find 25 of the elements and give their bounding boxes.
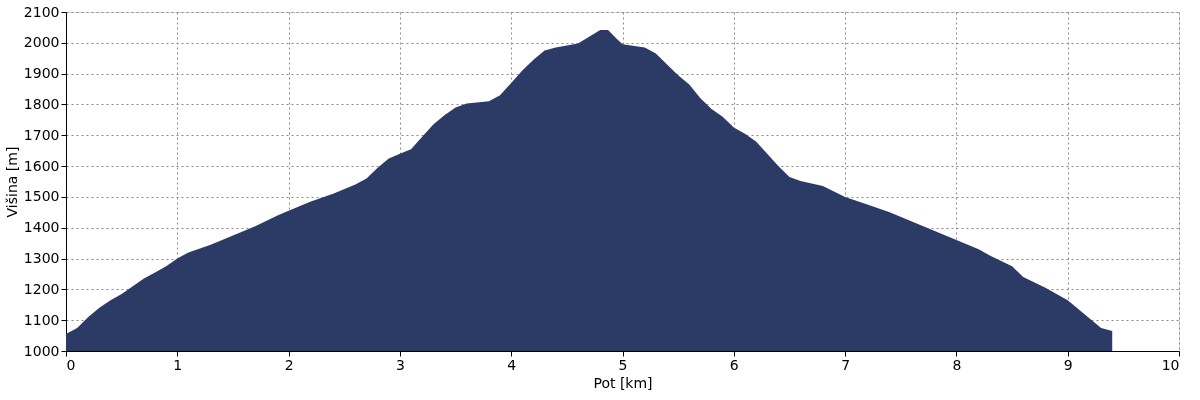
- x-tick-label: 9: [1063, 356, 1073, 373]
- x-tick-label: 7: [841, 356, 851, 373]
- x-tick-label: 1: [173, 356, 183, 373]
- x-tick-label: 3: [395, 356, 405, 373]
- x-tick-label: 0: [66, 356, 76, 373]
- y-axis-title: Višina [m]: [3, 146, 20, 218]
- y-tick-label: 1600: [23, 157, 60, 174]
- y-tick-label: 1900: [23, 65, 60, 82]
- y-tick-label: 1400: [23, 219, 60, 236]
- y-tick-label: 1100: [23, 311, 60, 328]
- y-tick-label: 1500: [23, 188, 60, 205]
- x-tick-label: 4: [507, 356, 517, 373]
- y-tick-label: 2100: [23, 3, 60, 20]
- x-tick-label: 10: [1161, 356, 1180, 373]
- x-tick-label: 6: [729, 356, 739, 373]
- x-axis-title: Pot [km]: [593, 374, 653, 391]
- x-tick-label: 2: [284, 356, 294, 373]
- y-tick-label: 1300: [23, 250, 60, 267]
- x-tick-label: 5: [618, 356, 628, 373]
- x-tick-label: 8: [952, 356, 962, 373]
- y-tick-label: 1700: [23, 126, 60, 143]
- y-tick-label: 1800: [23, 95, 60, 112]
- y-tick-label: 1200: [23, 280, 60, 297]
- y-tick-label: 1000: [23, 342, 60, 359]
- y-tick-label: 2000: [23, 34, 60, 51]
